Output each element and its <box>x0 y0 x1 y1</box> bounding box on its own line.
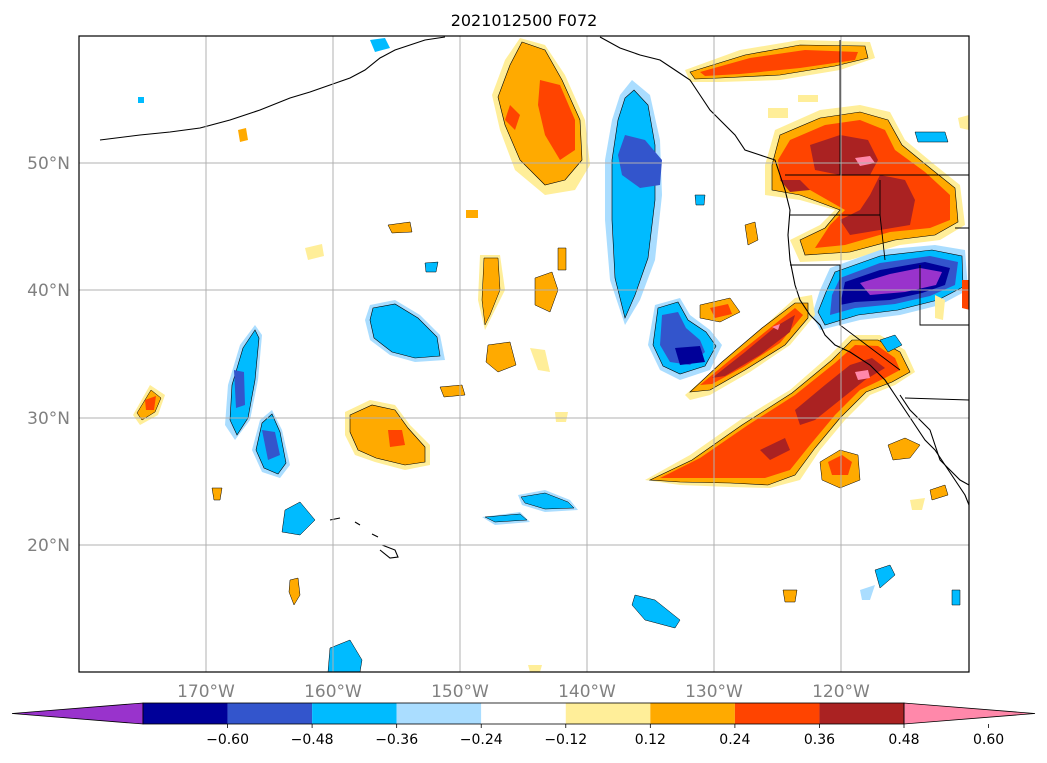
anomaly-region-offshore-low <box>648 298 722 380</box>
lon-label-140w: 140°W <box>558 682 616 702</box>
lat-label-40n: 40°N <box>27 281 70 301</box>
lat-label-30n: 30°N <box>27 409 70 429</box>
colorbar-segment <box>396 703 482 724</box>
longitude-labels: 170°W 160°W 150°W 140°W 130°W 120°W <box>177 682 870 702</box>
lon-label-130w: 130°W <box>685 682 743 702</box>
colorbar-tick-label: −0.48 <box>291 732 334 748</box>
colorbar-segment <box>481 703 566 724</box>
colorbar-extend-high <box>903 702 1036 725</box>
lon-label-160w: 160°W <box>304 682 362 702</box>
coastlines <box>99 36 969 559</box>
colorbar-segment <box>143 703 228 724</box>
anomaly-region-northern-california <box>812 245 968 330</box>
anomaly-region-gulf-alaska <box>492 38 590 195</box>
colorbar-tick-label: 0.12 <box>635 732 666 748</box>
lat-label-50n: 50°N <box>27 154 70 174</box>
lon-label-170w: 170°W <box>177 682 235 702</box>
colorbar-tick-label: −0.24 <box>460 732 503 748</box>
anomaly-region-west-coast-band <box>685 295 815 400</box>
anomaly-small-features <box>133 38 969 672</box>
anomaly-region-pacific-northwest <box>765 105 965 262</box>
colorbar-segment <box>227 703 313 724</box>
colorbar-segment <box>819 703 904 724</box>
colorbar-extend-low <box>11 702 144 725</box>
anomaly-region-west-negative <box>225 325 290 478</box>
anomaly-field <box>133 38 969 672</box>
colorbar-tick-label: −0.36 <box>375 732 418 748</box>
colorbar-segment <box>312 703 397 724</box>
colorbar: −0.60 −0.48 −0.36 −0.24 −0.12 0.12 0.24 0.36 0.4… <box>11 702 1036 748</box>
gridlines <box>79 36 969 672</box>
anomaly-region-offshore-trough <box>605 80 662 325</box>
colorbar-tick-label: −0.12 <box>544 732 587 748</box>
borders <box>785 40 969 401</box>
lon-label-120w: 120°W <box>812 682 870 702</box>
colorbar-tick-label: 0.48 <box>888 732 919 748</box>
lat-label-20n: 20°N <box>27 536 70 556</box>
colorbar-tick-label: −0.60 <box>206 732 249 748</box>
anomaly-region-subtropical-band <box>645 335 915 489</box>
latitude-labels: 50°N 40°N 30°N 20°N <box>27 154 70 556</box>
colorbar-outline <box>142 702 905 725</box>
colorbar-segment <box>650 703 735 724</box>
map-panel: 50°N 40°N 30°N 20°N 170°W 160°W 150°W 14… <box>27 35 970 702</box>
colorbar-tick-label: 0.36 <box>804 732 835 748</box>
map-title: 2021012500 F072 <box>451 11 598 30</box>
colorbar-segment <box>565 703 651 724</box>
colorbar-tick-label: 0.24 <box>719 732 750 748</box>
map-frame <box>78 35 970 673</box>
colorbar-tick-label: 0.60 <box>973 732 1004 748</box>
anomaly-region-bc-streak <box>685 40 875 82</box>
lon-label-150w: 150°W <box>431 682 489 702</box>
anomaly-region-central-negative <box>365 300 445 362</box>
colorbar-segment <box>734 703 820 724</box>
